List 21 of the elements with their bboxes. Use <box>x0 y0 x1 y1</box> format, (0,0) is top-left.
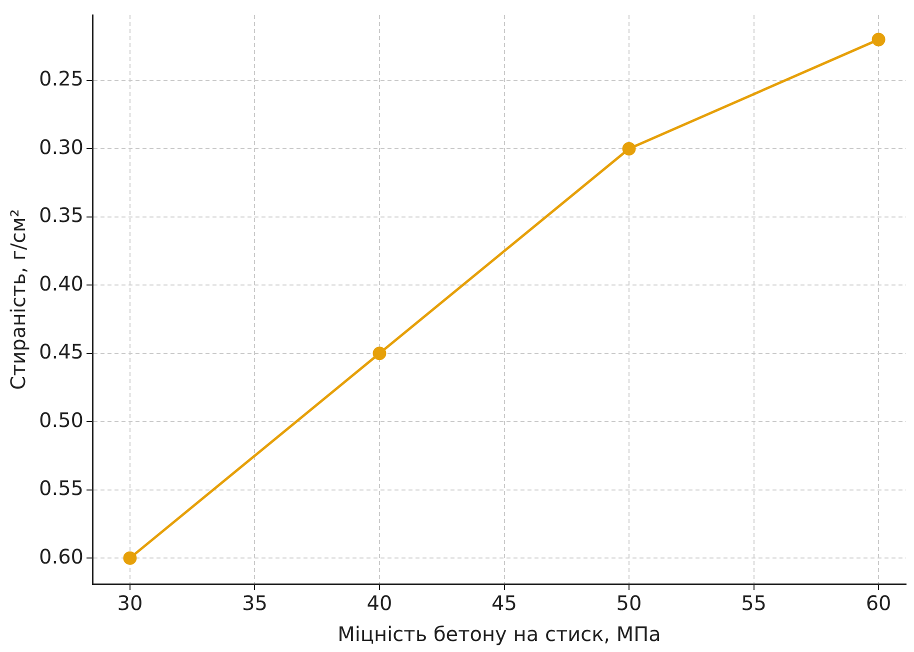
y-tick-label: 0.55 <box>39 476 84 500</box>
x-axis-title: Міцність бетону на стиск, МПа <box>338 622 661 646</box>
point <box>372 346 386 360</box>
x-tick-label: 55 <box>741 591 767 616</box>
y-tick-label: 0.25 <box>39 66 84 91</box>
x-tick-label: 45 <box>492 591 517 616</box>
y-tick-label: 0.35 <box>39 203 84 228</box>
x-tick-label: 35 <box>242 591 268 616</box>
point <box>123 551 137 565</box>
x-tick-label: 40 <box>366 591 392 616</box>
y-tick-label: 0.60 <box>39 544 84 568</box>
y-tick-label: 0.50 <box>39 408 84 432</box>
y-axis-title: Стираність, г/см² <box>6 209 30 390</box>
x-tick-label: 30 <box>117 591 143 616</box>
point <box>872 32 886 46</box>
x-tick-label: 60 <box>866 591 892 616</box>
y-tick-label: 0.30 <box>39 134 84 159</box>
y-tick-label: 0.40 <box>39 271 84 296</box>
point <box>622 142 636 156</box>
y-tick-label: 0.45 <box>39 340 84 364</box>
x-tick-label: 50 <box>616 591 642 616</box>
